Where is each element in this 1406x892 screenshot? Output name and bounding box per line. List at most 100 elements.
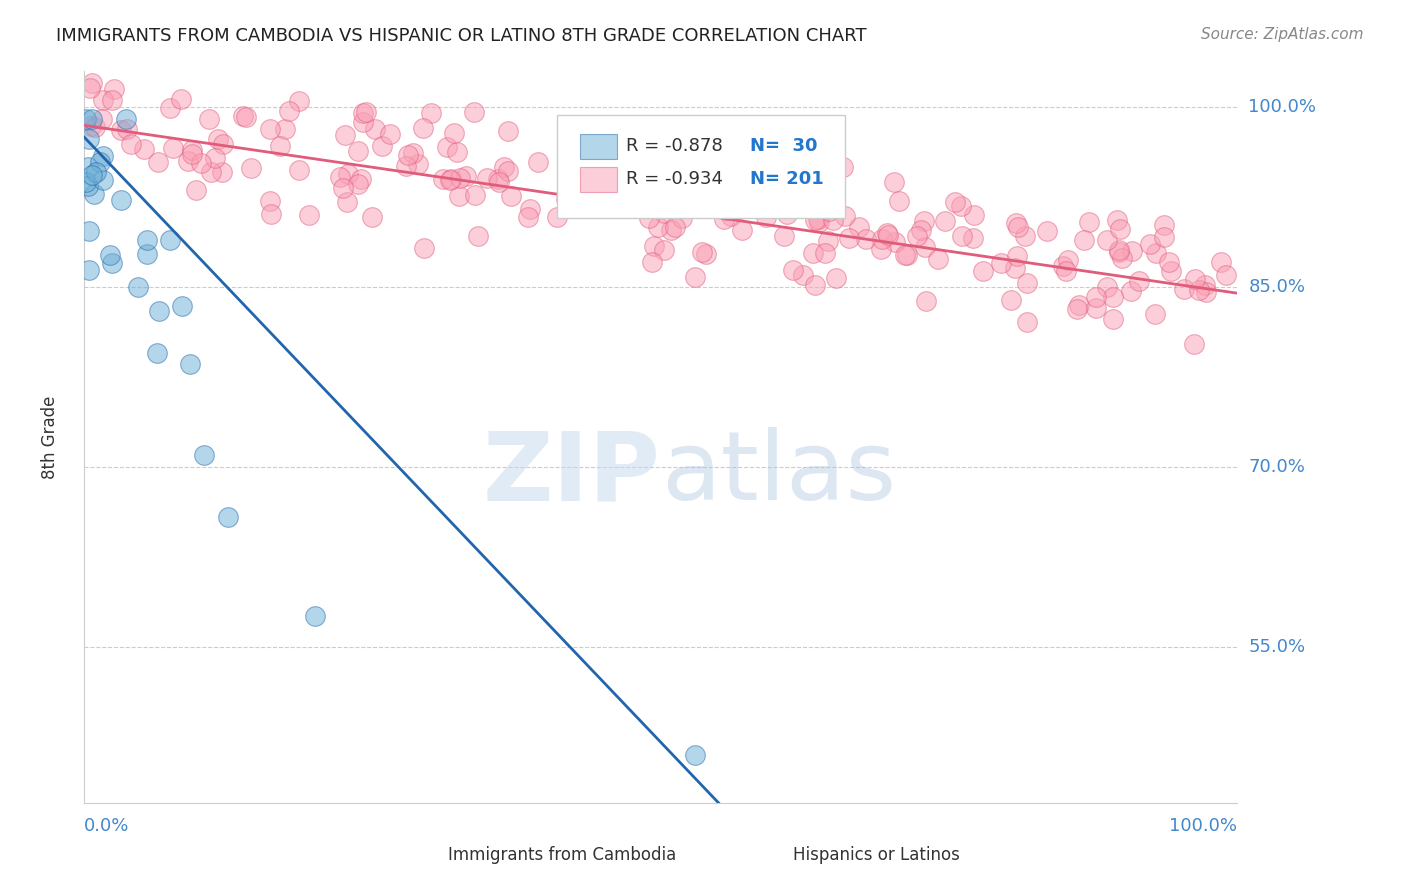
Point	[159, 233, 181, 247]
Point	[801, 245, 824, 260]
Point	[1101, 311, 1123, 326]
Point	[1128, 274, 1150, 288]
Point	[259, 122, 281, 136]
Point	[813, 246, 835, 260]
Point	[567, 135, 589, 149]
Point	[1160, 264, 1182, 278]
Point	[332, 181, 354, 195]
Point	[952, 228, 974, 243]
Point	[641, 255, 664, 269]
Point	[79, 263, 101, 277]
Point	[101, 93, 124, 107]
Point	[547, 211, 569, 225]
Point	[728, 202, 751, 216]
Point	[1052, 259, 1074, 273]
Text: N=  30: N= 30	[749, 137, 817, 155]
Point	[1143, 307, 1166, 321]
Point	[412, 241, 434, 255]
Point	[883, 235, 905, 249]
Point	[336, 195, 359, 210]
Point	[371, 138, 394, 153]
Point	[870, 232, 893, 246]
Point	[927, 252, 949, 266]
Point	[82, 76, 104, 90]
Point	[817, 204, 839, 219]
Point	[1107, 212, 1129, 227]
Point	[98, 247, 121, 261]
Point	[352, 115, 374, 129]
Point	[1073, 233, 1095, 247]
Point	[1209, 255, 1232, 269]
Point	[235, 110, 257, 124]
Point	[347, 177, 370, 191]
Point	[671, 159, 693, 173]
Point	[80, 112, 103, 127]
Point	[488, 175, 510, 189]
Point	[349, 172, 371, 186]
Point	[454, 169, 477, 183]
Point	[647, 220, 669, 235]
Point	[671, 211, 693, 226]
Point	[337, 167, 360, 181]
Point	[1108, 244, 1130, 259]
Point	[1157, 255, 1180, 269]
Point	[492, 160, 515, 174]
Point	[801, 201, 824, 215]
Point	[1069, 298, 1091, 312]
Point	[910, 223, 932, 237]
Point	[190, 156, 212, 170]
Point	[439, 173, 461, 187]
Point	[1017, 315, 1039, 329]
Point	[950, 199, 973, 213]
Point	[896, 248, 918, 262]
Point	[755, 210, 778, 224]
Point	[817, 234, 839, 248]
Point	[1007, 219, 1029, 234]
Point	[352, 106, 374, 120]
Point	[360, 211, 382, 225]
Point	[378, 127, 401, 141]
Point	[1095, 233, 1118, 247]
Point	[396, 148, 419, 162]
Point	[914, 294, 936, 309]
Point	[695, 247, 717, 261]
Point	[730, 223, 752, 237]
Point	[79, 81, 101, 95]
Point	[776, 207, 799, 221]
Point	[162, 141, 184, 155]
Point	[464, 188, 486, 202]
Text: atlas: atlas	[661, 427, 896, 520]
Point	[440, 172, 463, 186]
Point	[1007, 249, 1029, 263]
Point	[207, 132, 229, 146]
Point	[148, 304, 170, 318]
Point	[402, 145, 425, 160]
Point	[77, 161, 100, 175]
Point	[93, 93, 115, 107]
Point	[1121, 244, 1143, 259]
Point	[905, 228, 928, 243]
Point	[132, 142, 155, 156]
Point	[519, 202, 541, 216]
Point	[912, 214, 935, 228]
Point	[120, 137, 142, 152]
Point	[838, 231, 860, 245]
FancyBboxPatch shape	[405, 846, 439, 866]
Point	[1173, 282, 1195, 296]
Text: IMMIGRANTS FROM CAMBODIA VS HISPANIC OR LATINO 8TH GRADE CORRELATION CHART: IMMIGRANTS FROM CAMBODIA VS HISPANIC OR …	[56, 27, 868, 45]
Point	[260, 206, 283, 220]
Point	[738, 184, 761, 198]
Text: 8th Grade: 8th Grade	[41, 395, 59, 479]
Point	[159, 101, 181, 115]
Point	[498, 163, 520, 178]
Point	[180, 143, 202, 157]
Point	[792, 268, 814, 282]
Point	[463, 104, 485, 119]
Text: N= 201: N= 201	[749, 169, 824, 188]
Point	[179, 357, 201, 371]
Point	[200, 165, 222, 179]
Text: 0.0%: 0.0%	[84, 817, 129, 836]
FancyBboxPatch shape	[557, 115, 845, 218]
Point	[135, 246, 157, 260]
Point	[100, 256, 122, 270]
